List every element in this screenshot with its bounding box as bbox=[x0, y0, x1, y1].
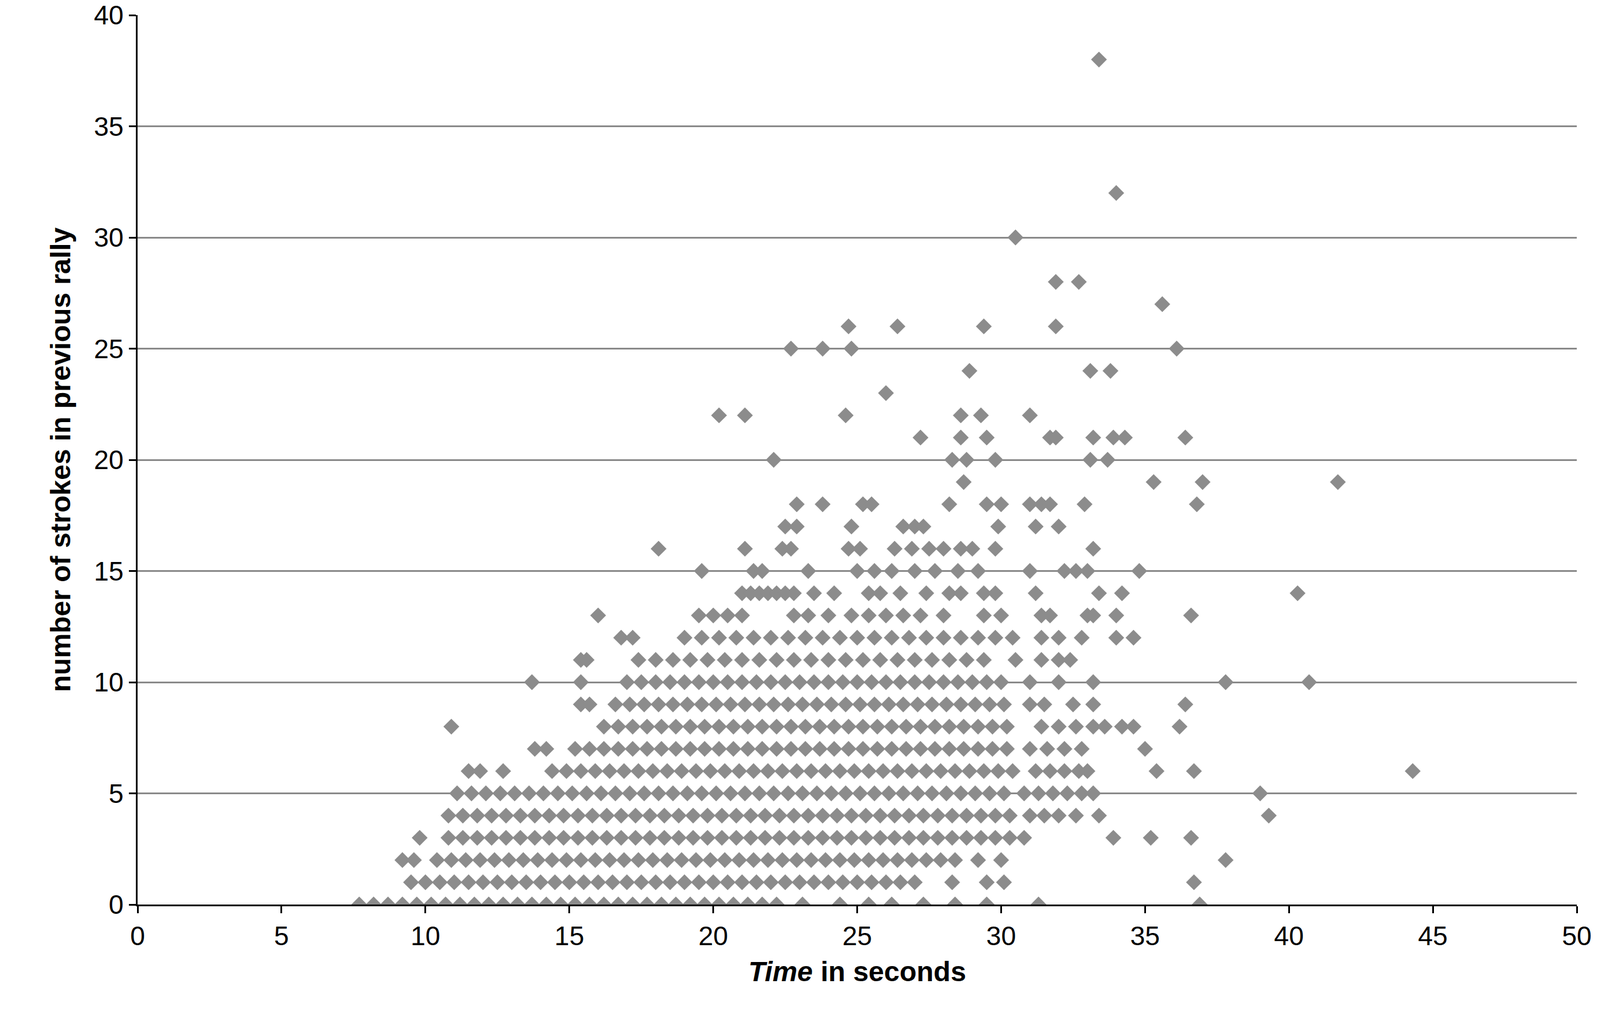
svg-text:40: 40 bbox=[1274, 920, 1304, 951]
svg-text:0: 0 bbox=[130, 920, 146, 951]
svg-text:25: 25 bbox=[94, 333, 124, 365]
svg-text:50: 50 bbox=[1561, 920, 1592, 951]
svg-text:10: 10 bbox=[94, 667, 124, 698]
svg-text:35: 35 bbox=[94, 111, 124, 142]
svg-text:20: 20 bbox=[698, 920, 729, 951]
svg-text:number of strokes in previous: number of strokes in previous rally bbox=[45, 227, 77, 693]
svg-text:35: 35 bbox=[1130, 920, 1160, 951]
svg-text:30: 30 bbox=[986, 920, 1016, 951]
svg-text:15: 15 bbox=[554, 920, 585, 951]
svg-text:40: 40 bbox=[94, 0, 124, 31]
svg-text:15: 15 bbox=[94, 556, 124, 587]
svg-text:20: 20 bbox=[94, 444, 124, 475]
svg-text:5: 5 bbox=[274, 920, 290, 951]
svg-text:10: 10 bbox=[410, 920, 441, 951]
svg-text:45: 45 bbox=[1418, 920, 1448, 951]
svg-text:25: 25 bbox=[842, 920, 872, 951]
svg-text:Time in seconds: Time in seconds bbox=[748, 956, 967, 987]
svg-text:5: 5 bbox=[108, 778, 124, 809]
svg-text:30: 30 bbox=[94, 222, 124, 253]
svg-text:0: 0 bbox=[108, 889, 124, 920]
